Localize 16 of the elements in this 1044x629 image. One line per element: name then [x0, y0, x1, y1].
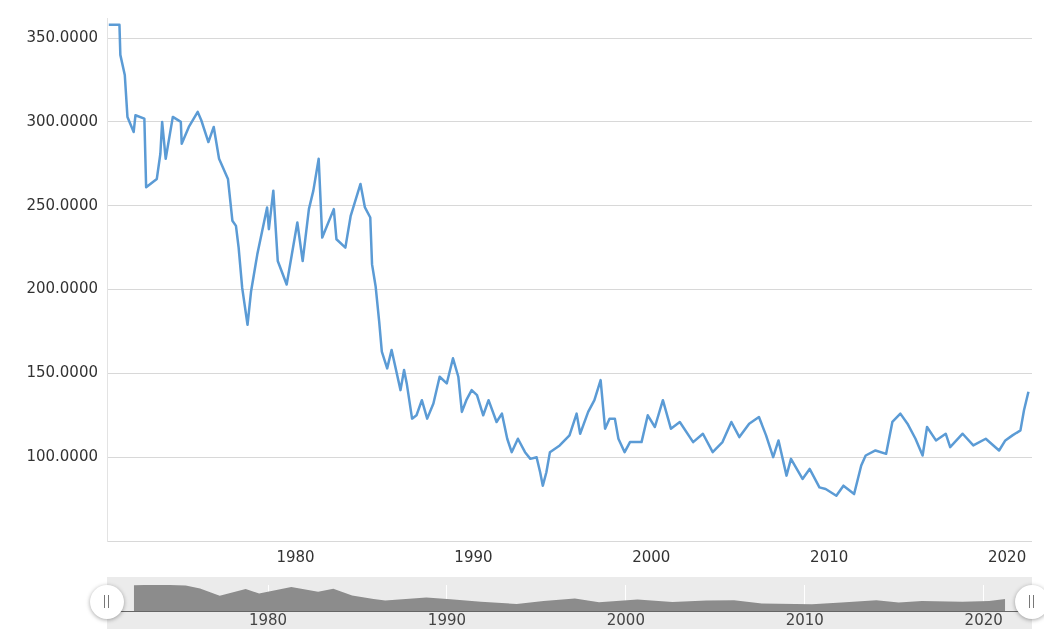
x-tick-label: 2000: [632, 547, 671, 566]
x-tick-label: 2010: [810, 547, 849, 566]
x-tick-label: 2010: [785, 610, 824, 629]
y-tick-label: 300.0000: [26, 111, 98, 130]
x-tick-label: 1980: [276, 547, 315, 566]
y-tick-label: 150.0000: [26, 363, 98, 382]
x-tick-label: 2000: [606, 610, 645, 629]
x-tick-label: 2020: [964, 610, 1003, 629]
y-tick-label: 100.0000: [26, 447, 98, 466]
x-tick-label: 2020: [988, 547, 1027, 566]
x-tick-label: 1980: [248, 610, 288, 629]
x-tick-label: 1990: [454, 547, 493, 566]
x-tick-label: 1990: [427, 610, 467, 629]
y-tick-label: 350.0000: [26, 28, 98, 47]
y-tick-label: 200.0000: [26, 279, 98, 298]
y-tick-label: 250.0000: [26, 195, 98, 214]
